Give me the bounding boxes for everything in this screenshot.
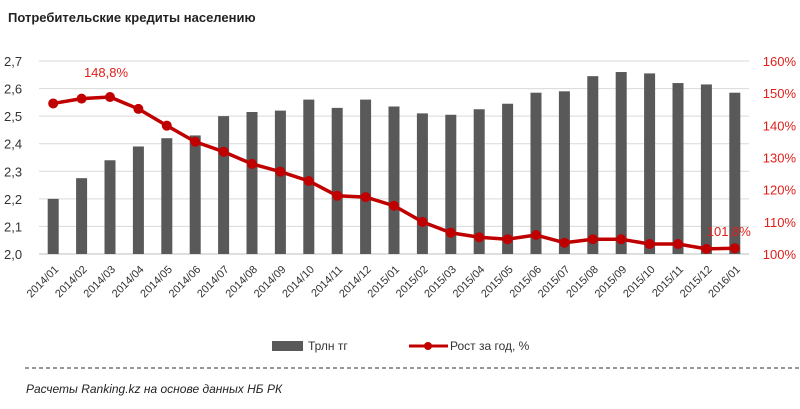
growth-point: [332, 190, 343, 201]
bar: [416, 113, 428, 254]
bar: [644, 73, 656, 255]
y-left-tick-label: 2,1: [4, 219, 22, 234]
x-tick-label: 2015/10: [621, 264, 658, 301]
growth-point: [502, 234, 513, 245]
y-left-tick-label: 2,5: [4, 109, 22, 124]
growth-point: [474, 232, 485, 243]
growth-point: [303, 175, 314, 186]
bar: [47, 198, 59, 254]
growth-point: [218, 146, 229, 157]
growth-point: [360, 192, 371, 203]
bar: [587, 76, 599, 255]
bar: [558, 91, 570, 254]
footer-source: Расчеты Ranking.kz на основе данных НБ Р…: [26, 382, 283, 396]
x-tick-label: 2016/01: [706, 264, 743, 301]
y-right-tick-label: 110%: [764, 215, 797, 230]
bar: [360, 99, 372, 254]
bar: [502, 103, 514, 254]
bar: [700, 84, 712, 254]
growth-point: [105, 92, 115, 103]
growth-point: [389, 200, 399, 211]
y-right-tick-label: 150%: [763, 86, 797, 101]
y-left-tick-label: 2,7: [4, 54, 22, 69]
y-left-tick-label: 2,0: [4, 247, 22, 262]
bar: [189, 135, 201, 254]
bar: [218, 116, 230, 255]
data-label: 148,8%: [84, 65, 129, 80]
y-left-tick-label: 2,2: [4, 192, 22, 207]
bar: [473, 109, 485, 254]
growth-point: [531, 230, 541, 241]
y-right-tick-label: 140%: [763, 118, 797, 133]
bar: [388, 106, 400, 254]
growth-point: [76, 93, 87, 104]
bar: [246, 112, 258, 254]
y-left-tick-label: 2,6: [4, 82, 22, 97]
bar: [331, 107, 343, 254]
bar: [274, 110, 286, 254]
y-right-tick-label: 120%: [763, 183, 797, 198]
bar: [104, 160, 116, 254]
bar: [615, 72, 627, 255]
growth-point: [417, 216, 428, 227]
x-tick-label: 2014/10: [280, 264, 317, 301]
growth-point: [133, 103, 144, 114]
bar: [729, 92, 741, 254]
growth-point: [190, 136, 201, 147]
growth-point: [616, 234, 627, 245]
legend-line-label: Рост за год, %: [450, 339, 530, 353]
legend-bar-label: Трлн тг: [308, 339, 348, 353]
legend: Трлн тг Рост за год, %: [272, 339, 530, 353]
bar: [530, 92, 542, 254]
growth-point: [559, 237, 570, 248]
growth-point: [701, 243, 712, 254]
growth-point: [247, 158, 257, 169]
growth-point: [48, 98, 59, 109]
legend-bar-swatch: [272, 341, 303, 351]
chart-title: Потребительские кредиты населению: [8, 10, 256, 25]
growth-point: [729, 243, 740, 254]
y-right-tick-label: 160%: [763, 54, 797, 69]
bar: [76, 178, 88, 254]
y-left-tick-label: 2,4: [4, 137, 22, 152]
legend-line-marker: [424, 342, 432, 350]
bar: [445, 114, 457, 254]
y-right-tick-label: 100%: [763, 247, 797, 262]
growth-point: [644, 239, 655, 250]
bar: [672, 83, 684, 254]
growth-point: [445, 227, 456, 238]
growth-point: [275, 166, 286, 177]
growth-point: [673, 239, 683, 250]
growth-point: [161, 120, 172, 131]
bar: [132, 146, 144, 254]
growth-point: [587, 234, 598, 245]
y-right-tick-label: 130%: [763, 151, 797, 166]
data-label: 101,8%: [707, 224, 752, 239]
y-left-tick-label: 2,3: [4, 164, 22, 179]
bar: [161, 138, 173, 254]
